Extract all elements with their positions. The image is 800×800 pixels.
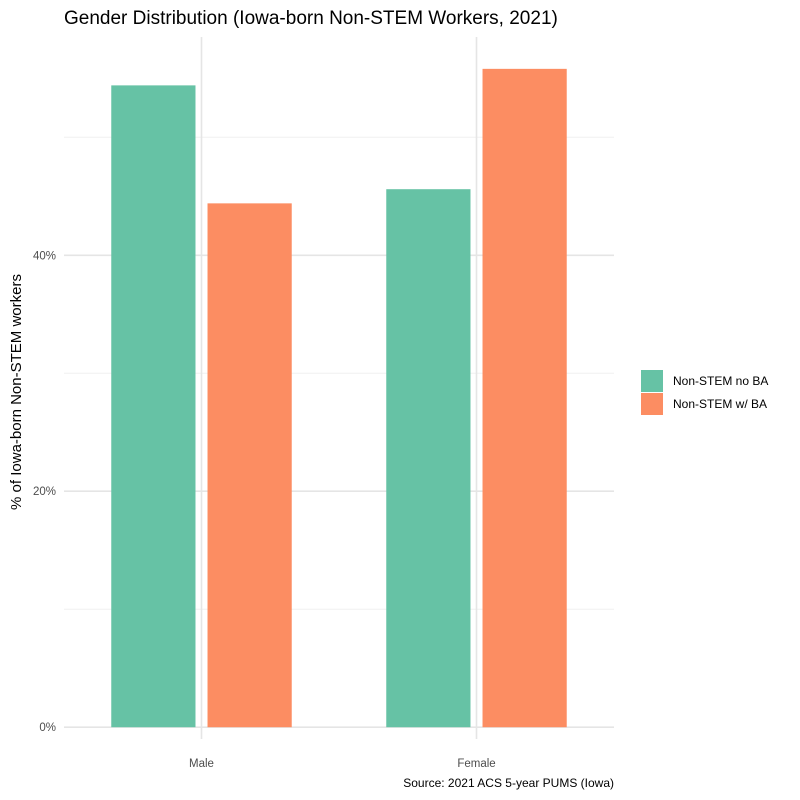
chart-title: Gender Distribution (Iowa-born Non-STEM … (64, 8, 558, 29)
y-tick-label: 40% (33, 250, 56, 262)
chart-caption: Source: 2021 ACS 5-year PUMS (Iowa) (403, 776, 614, 790)
legend: Non-STEM no BA Non-STEM w/ BA (641, 370, 768, 415)
legend-label: Non-STEM w/ BA (673, 397, 767, 411)
y-tick-label: 20% (33, 486, 56, 498)
bar (207, 203, 292, 728)
legend-label: Non-STEM no BA (673, 374, 768, 388)
legend-key (641, 370, 663, 392)
bar (386, 189, 471, 728)
x-tick-label: Female (457, 758, 495, 770)
x-tick-label: Male (189, 758, 214, 770)
x-axis-ticks: Male Female (189, 758, 496, 770)
bar (482, 68, 567, 728)
plot-area: 0% 20% 40% Male Female (33, 37, 614, 770)
bars (111, 68, 567, 728)
y-axis-ticks: 0% 20% 40% (33, 250, 56, 734)
y-axis-label: % of Iowa-born Non-STEM workers (8, 274, 25, 510)
y-tick-label: 0% (39, 722, 56, 734)
bar (111, 85, 196, 728)
legend-key (641, 393, 663, 415)
